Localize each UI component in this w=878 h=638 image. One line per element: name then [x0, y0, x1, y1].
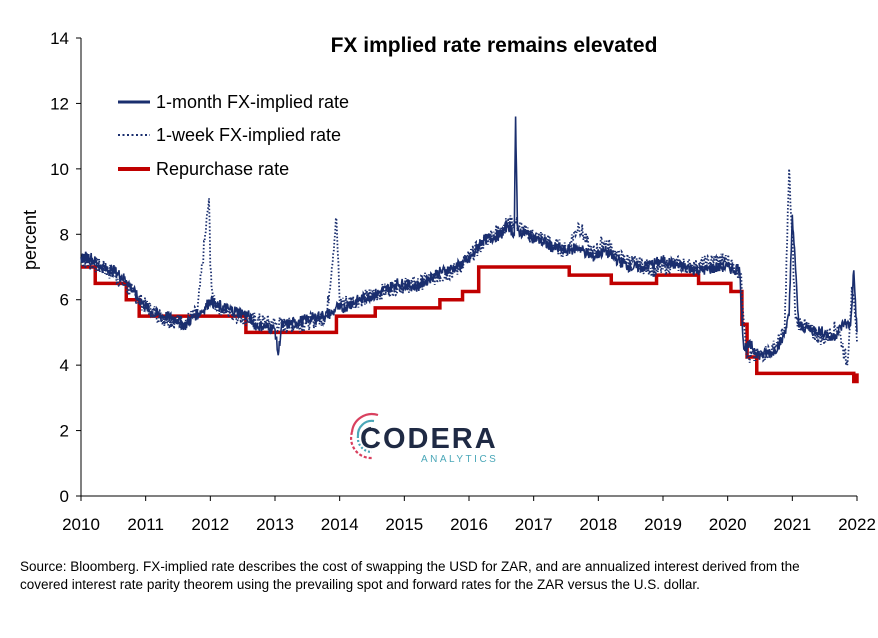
y-tick-label: 8 [60, 225, 69, 244]
x-tick-label: 2011 [127, 515, 164, 534]
series-1-month-fx-implied-rate [80, 116, 858, 360]
y-tick-label: 4 [60, 356, 69, 375]
y-axis-title: percent [20, 210, 40, 270]
x-tick-label: 2021 [773, 515, 811, 534]
y-tick-label: 12 [50, 94, 69, 113]
x-tick-label: 2012 [191, 515, 229, 534]
codera-logo-mark [349, 412, 379, 460]
y-tick-label: 2 [60, 422, 69, 441]
y-tick-label: 10 [50, 160, 69, 179]
chart: 0 2 4 6 8 10 12 14 2010 2011 2012 2013 2014 2015 2016… [20, 29, 876, 534]
y-tick-label: 0 [60, 487, 69, 506]
x-tick-label: 2016 [450, 515, 488, 534]
legend-label-repurchase: Repurchase rate [156, 159, 289, 179]
legend: 1-month FX-implied rate 1-week FX-implie… [118, 92, 349, 179]
x-tick-label: 2013 [256, 515, 294, 534]
chart-title: FX implied rate remains elevated [331, 34, 658, 57]
x-tick-label: 2015 [385, 515, 423, 534]
y-tick-label: 6 [60, 291, 69, 310]
x-tick-label: 2014 [321, 515, 359, 534]
x-tick-label: 2010 [62, 515, 100, 534]
legend-label-1-month: 1-month FX-implied rate [156, 92, 349, 112]
plot-area [80, 116, 859, 384]
x-tick-label: 2017 [515, 515, 553, 534]
x-tick-group: 2010 2011 2012 2013 2014 2015 2016 2017 2018 2019… [62, 496, 876, 534]
x-tick-label: 2018 [579, 515, 617, 534]
x-tick-label: 2022 [838, 515, 876, 534]
y-tick-group: 0 2 4 6 8 10 12 14 [50, 29, 81, 506]
codera-logo-tagline: ANALYTICS [421, 454, 498, 465]
series-1-week-fx-implied-rate [80, 168, 858, 366]
x-tick-label: 2020 [709, 515, 747, 534]
legend-label-1-week: 1-week FX-implied rate [156, 125, 341, 145]
codera-logo-name: CODERA [360, 423, 498, 455]
x-tick-label: 2019 [644, 515, 682, 534]
y-tick-label: 14 [50, 29, 69, 48]
source-note: Source: Bloomberg. FX-implied rate descr… [20, 559, 800, 592]
codera-logo: CODERA ANALYTICS [349, 412, 498, 465]
